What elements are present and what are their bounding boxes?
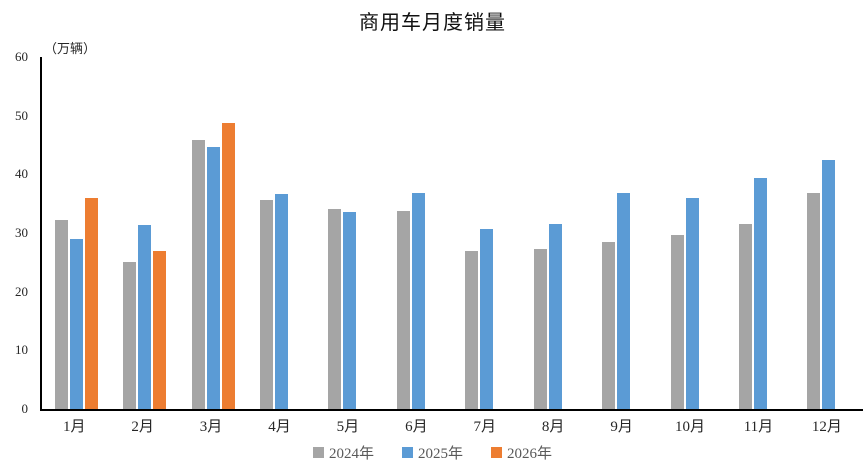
bar-2025年-4月 xyxy=(274,193,288,409)
bar-2025年-1月 xyxy=(69,238,83,409)
y-tick-label-60: 60 xyxy=(15,49,28,64)
legend: 2024年 2025年 2026年 xyxy=(0,442,865,463)
bar-2024年-5月 xyxy=(328,208,342,409)
x-axis-label-5月: 5月 xyxy=(336,419,360,435)
legend-label: 2024年 xyxy=(328,446,374,462)
bar-2024年-1月 xyxy=(54,219,68,409)
bar-2026年-1月 xyxy=(84,198,98,409)
bar-2024年-11月 xyxy=(738,224,752,409)
bar-2025年-6月 xyxy=(411,192,425,409)
bar-group-2月 xyxy=(110,57,178,409)
bar-2024年-10月 xyxy=(670,234,684,409)
bar-2024年-8月 xyxy=(533,249,547,409)
x-axis-label-9月: 9月 xyxy=(610,419,633,435)
bar-2025年-3月 xyxy=(206,146,220,409)
y-tick-label-10: 10 xyxy=(15,342,28,358)
bar-2024年-2月 xyxy=(123,261,137,409)
x-axis-label-4月: 4月 xyxy=(268,419,291,435)
bar-2025年-10月 xyxy=(685,197,699,409)
x-axis-labels: 1月 2月 3月 4月 5月 6月 7月 8月 9月 10月 11月 12月 xyxy=(40,415,861,436)
bar-group-10月 xyxy=(658,57,726,409)
bar-group-12月 xyxy=(795,57,863,409)
legend-item-2024年: 2024年 xyxy=(312,442,374,463)
x-axis-label-12月: 12月 xyxy=(811,419,842,435)
bar-2026年-3月 xyxy=(221,122,235,409)
y-tick-label-50: 50 xyxy=(15,107,28,123)
bar-2025年-9月 xyxy=(617,193,631,409)
bar-group-7月 xyxy=(453,57,521,409)
legend-item-2025年: 2025年 xyxy=(401,442,463,463)
bar-group-6月 xyxy=(384,57,452,409)
bar-2025年-5月 xyxy=(343,212,357,409)
y-axis-ticks: 0 10 20 30 40 50 60 xyxy=(0,49,34,416)
bar-2024年-9月 xyxy=(602,241,616,409)
bar-2024年-7月 xyxy=(465,251,479,409)
x-axis-label-11月: 11月 xyxy=(743,419,774,435)
bar-2024年-4月 xyxy=(259,199,273,409)
bar-2024年-3月 xyxy=(191,139,205,409)
legend-label: 2026年 xyxy=(507,446,553,462)
x-axis-label-7月: 7月 xyxy=(473,419,496,435)
y-tick-label-30: 30 xyxy=(15,225,28,240)
x-axis-label-10月: 10月 xyxy=(675,419,706,435)
legend-swatch-icon xyxy=(401,447,413,458)
y-tick-label-40: 40 xyxy=(15,166,28,182)
bar-2025年-8月 xyxy=(548,224,562,409)
bar-2025年-11月 xyxy=(753,178,767,409)
bar-group-3月 xyxy=(179,57,247,409)
legend-label: 2025年 xyxy=(417,446,463,462)
legend-swatch-icon xyxy=(491,447,502,458)
bar-group-9月 xyxy=(589,57,657,409)
chart-title: 商用车月度销量 xyxy=(359,12,506,34)
legend-item-2026年: 2026年 xyxy=(491,442,552,463)
y-tick-label-20: 20 xyxy=(15,283,28,299)
bar-2025年-7月 xyxy=(480,229,494,409)
bar-2024年-12月 xyxy=(807,193,821,409)
y-axis-unit-label: （万辆） xyxy=(44,41,97,56)
bar-group-5月 xyxy=(316,57,384,409)
x-axis-label-1月: 1月 xyxy=(62,419,86,435)
bar-group-1月 xyxy=(42,57,110,409)
bar-2026年-2月 xyxy=(153,250,167,409)
bar-group-8月 xyxy=(521,57,589,409)
bar-2025年-2月 xyxy=(138,225,152,409)
legend-swatch-icon xyxy=(312,447,324,458)
y-tick-label-0: 0 xyxy=(21,401,29,416)
bar-2024年-6月 xyxy=(396,210,410,409)
bar-group-11月 xyxy=(726,57,794,409)
x-axis-label-6月: 6月 xyxy=(405,419,428,435)
x-axis-label-3月: 3月 xyxy=(199,419,223,435)
bar-group-4月 xyxy=(247,57,315,409)
plot-area xyxy=(40,57,863,411)
bar-2025年-12月 xyxy=(822,160,836,409)
x-axis-label-2月: 2月 xyxy=(131,419,154,435)
x-axis-label-8月: 8月 xyxy=(541,419,565,435)
